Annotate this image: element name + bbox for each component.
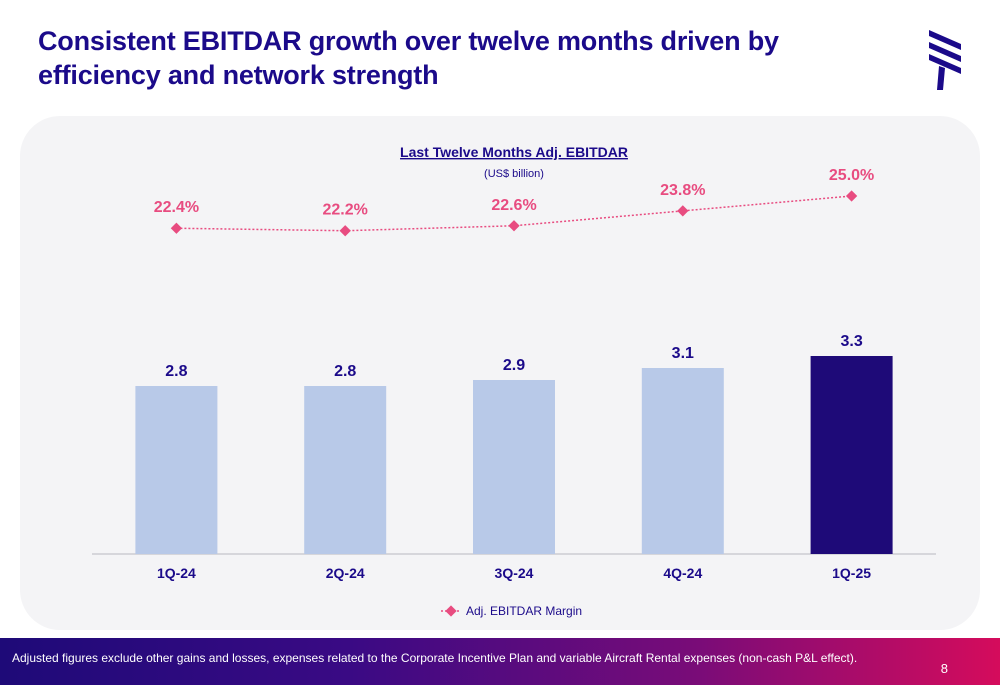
slide-title: Consistent EBITDAR growth over twelve mo…: [38, 26, 779, 90]
bar-value-label: 2.8: [165, 363, 187, 380]
margin-point: [677, 205, 689, 217]
margin-value-label: 22.6%: [491, 197, 536, 214]
bar-value-label: 2.8: [334, 363, 356, 380]
x-tick-label: 4Q-24: [663, 565, 702, 581]
x-tick-label: 2Q-24: [326, 565, 365, 581]
company-logo: [929, 30, 961, 90]
bar-2Q-24: [304, 386, 387, 554]
bar-value-label: 3.1: [672, 345, 694, 362]
footnote: Adjusted figures exclude other gains and…: [12, 651, 858, 665]
margin-point: [508, 220, 520, 232]
legend-label: Adj. EBITDAR Margin: [466, 604, 582, 618]
x-tick-label: 1Q-25: [832, 565, 871, 581]
chart-panel: Last Twelve Months Adj. EBITDAR (US$ bil…: [20, 116, 980, 630]
chart-subtitle: (US$ billion): [484, 168, 544, 180]
bar-4Q-24: [641, 368, 724, 554]
labels-layer: 2.8 1Q-24 2.8 2Q-24 2.9 3Q-24 3.1 4Q-24 3.3 1Q-25…: [154, 167, 875, 581]
margin-point: [339, 225, 351, 237]
bar-1Q-25: [810, 356, 893, 554]
margin-value-label: 25.0%: [829, 167, 874, 184]
x-tick-label: 1Q-24: [157, 565, 196, 581]
legend: Adj. EBITDAR Margin: [441, 604, 582, 618]
x-tick-label: 3Q-24: [495, 565, 534, 581]
bars-layer: [135, 356, 893, 554]
bar-1Q-24: [135, 386, 218, 554]
margin-value-label: 22.2%: [323, 202, 368, 219]
margin-point: [845, 190, 858, 202]
legend-diamond-icon: [445, 605, 457, 617]
margin-point: [170, 222, 183, 234]
margin-value-label: 22.4%: [154, 199, 199, 216]
page-number: 8: [940, 661, 948, 676]
chart-title: Last Twelve Months Adj. EBITDAR: [400, 144, 628, 160]
bar-value-label: 2.9: [503, 357, 525, 374]
bar-value-label: 3.3: [840, 333, 862, 350]
bar-3Q-24: [473, 380, 555, 554]
ebitdar-chart: Last Twelve Months Adj. EBITDAR (US$ bil…: [92, 144, 936, 618]
margin-value-label: 23.8%: [660, 182, 705, 199]
footer-band: [0, 638, 1000, 685]
